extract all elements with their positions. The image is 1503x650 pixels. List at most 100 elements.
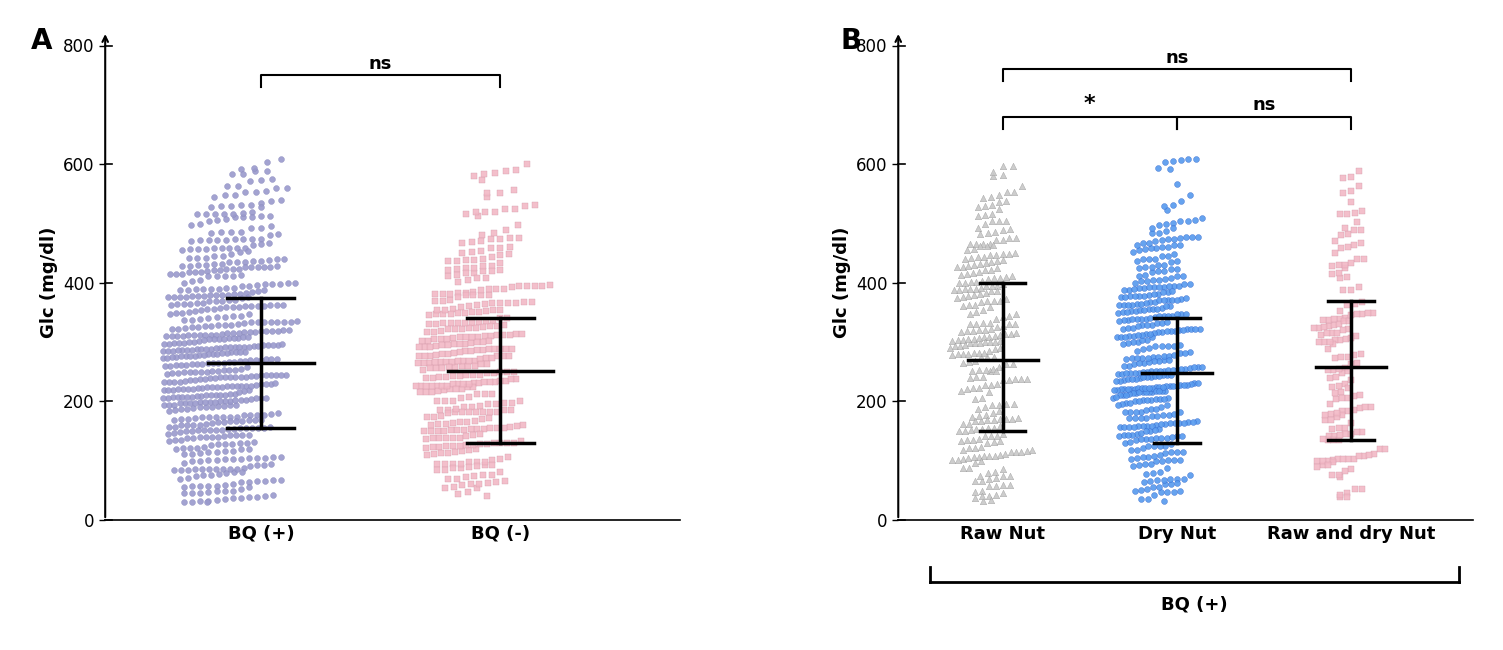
Point (457, 445, 481, 456)
Point (975, 274, 999, 284)
Point (464, 272, 488, 283)
Point (954, 269, 978, 280)
Point (272, 317, 296, 327)
Point (966, 434, 990, 444)
Point (266, 326, 290, 336)
Point (233, 346, 257, 357)
Point (504, 165, 528, 176)
Point (478, 234, 502, 244)
Point (448, 441, 472, 451)
Point (1160, 200, 1184, 210)
Point (1129, 413, 1153, 423)
Point (449, 248, 473, 258)
Point (1159, 257, 1183, 267)
Point (1153, 385, 1177, 396)
Point (159, 330, 183, 341)
Point (268, 279, 292, 289)
Point (1156, 234, 1180, 244)
Point (1003, 187, 1027, 197)
Point (219, 381, 243, 391)
Point (161, 345, 185, 356)
Point (265, 300, 289, 311)
Point (981, 272, 1006, 283)
Point (941, 350, 965, 360)
Point (231, 332, 256, 343)
Point (969, 296, 993, 307)
Point (1351, 254, 1375, 265)
Point (215, 468, 239, 478)
Point (212, 209, 236, 219)
Point (192, 374, 216, 384)
Point (1004, 309, 1028, 319)
Point (476, 344, 500, 355)
Point (156, 406, 180, 416)
Point (959, 253, 983, 263)
Point (213, 372, 237, 382)
Point (504, 203, 528, 214)
Point (225, 319, 249, 330)
Point (1150, 327, 1174, 337)
Point (188, 488, 212, 498)
Point (1186, 231, 1210, 242)
Point (1162, 341, 1186, 351)
Point (161, 368, 185, 378)
Point (176, 420, 200, 430)
Point (195, 367, 219, 377)
Point (945, 262, 969, 272)
Point (1165, 309, 1189, 320)
Point (446, 379, 470, 389)
Point (1321, 339, 1345, 349)
Point (1336, 242, 1360, 252)
Point (472, 377, 496, 387)
Point (485, 330, 510, 340)
Point (1138, 459, 1162, 469)
Point (197, 496, 221, 506)
Point (482, 227, 507, 238)
Point (260, 340, 284, 350)
Point (188, 419, 212, 430)
Point (1141, 382, 1165, 393)
Point (188, 402, 212, 413)
Point (224, 380, 248, 391)
Point (505, 421, 529, 431)
Point (1127, 367, 1151, 378)
Point (467, 478, 491, 489)
Point (457, 457, 481, 467)
Point (197, 487, 221, 497)
Point (491, 422, 516, 433)
Point (430, 380, 454, 391)
Point (183, 367, 207, 378)
Point (174, 426, 198, 437)
Point (467, 439, 491, 449)
Point (971, 372, 995, 382)
Point (155, 331, 179, 341)
Point (257, 255, 281, 266)
Point (221, 333, 245, 343)
Point (1147, 382, 1171, 393)
Point (1178, 470, 1202, 480)
Point (230, 207, 254, 218)
Point (228, 311, 253, 321)
Point (1159, 301, 1183, 311)
Point (998, 224, 1022, 235)
Point (440, 371, 464, 382)
Point (222, 389, 246, 399)
Point (1121, 388, 1145, 398)
Point (983, 450, 1007, 461)
Point (183, 471, 207, 482)
Point (1317, 320, 1341, 331)
Point (1172, 380, 1196, 390)
Point (256, 340, 280, 350)
Point (230, 415, 254, 426)
Point (156, 346, 180, 356)
Point (240, 256, 265, 266)
Point (1123, 413, 1147, 423)
Point (1329, 387, 1353, 398)
Point (491, 283, 516, 294)
Point (1145, 410, 1169, 421)
Point (1320, 424, 1344, 435)
Point (461, 170, 485, 181)
Point (418, 351, 442, 361)
Point (464, 483, 488, 493)
Point (1335, 491, 1359, 502)
